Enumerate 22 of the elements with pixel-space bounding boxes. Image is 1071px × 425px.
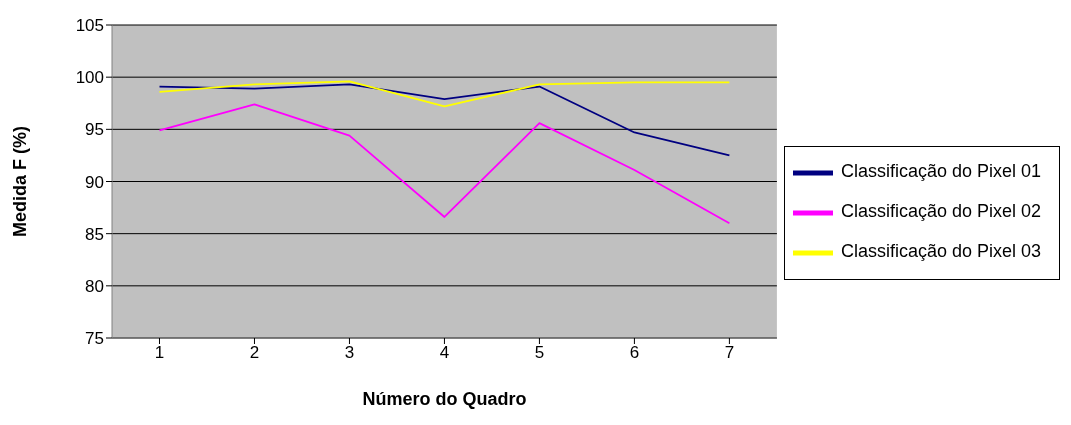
x-tick-label: 1 [154,343,165,363]
y-tick-label: 90 [85,172,104,192]
line-series [158,103,731,225]
line-series [158,80,731,108]
y-tick-label: 75 [85,329,104,349]
legend-label: Classificação do Pixel 03 [840,241,1041,262]
y-tick-label: 105 [75,16,104,36]
x-tick-label: 7 [724,343,735,363]
x-axis-title: Número do Quadro [362,389,527,409]
y-tick-label: 100 [75,68,104,88]
x-tick-label: 5 [534,343,545,363]
x-tick-label: 4 [439,343,450,363]
line-series [158,83,731,157]
legend-label: Classificação do Pixel 01 [840,161,1041,182]
y-tick-label: 85 [85,224,104,244]
x-tick-label: 3 [344,343,355,363]
y-axis-title: Medida F (%) [10,126,31,237]
y-tick-label: 95 [85,120,104,140]
x-tick-label: 6 [629,343,640,363]
x-tick-label: 2 [249,343,260,363]
y-tick-label: 80 [85,276,104,296]
legend-label: Classificação do Pixel 02 [840,201,1041,222]
